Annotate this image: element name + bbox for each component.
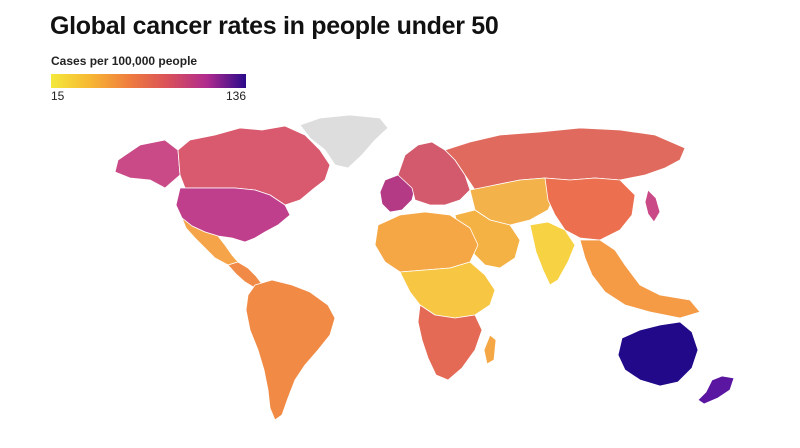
region-greenland: [299, 114, 389, 169]
color-legend: Cases per 100,000 people 15 136: [51, 54, 246, 104]
region-japan: [644, 189, 661, 223]
region-south-america: [245, 279, 336, 421]
legend-max-value: 136: [225, 89, 246, 103]
legend-label: Cases per 100,000 people: [51, 54, 198, 68]
region-southern-africa: [417, 304, 483, 381]
region-europe: [397, 141, 471, 206]
region-china: [544, 177, 636, 241]
legend-ticks: 15 136: [51, 88, 246, 104]
region-australia: [617, 321, 699, 387]
legend-min-value: 15: [51, 89, 65, 103]
region-india: [529, 221, 576, 286]
region-madagascar: [483, 334, 497, 365]
region-alaska: [114, 139, 181, 189]
chart-title: Global cancer rates in people under 50: [50, 12, 499, 40]
region-new-zealand: [697, 375, 735, 405]
region-southeast-asia: [579, 239, 701, 319]
legend-gradient-bar: [51, 74, 246, 88]
